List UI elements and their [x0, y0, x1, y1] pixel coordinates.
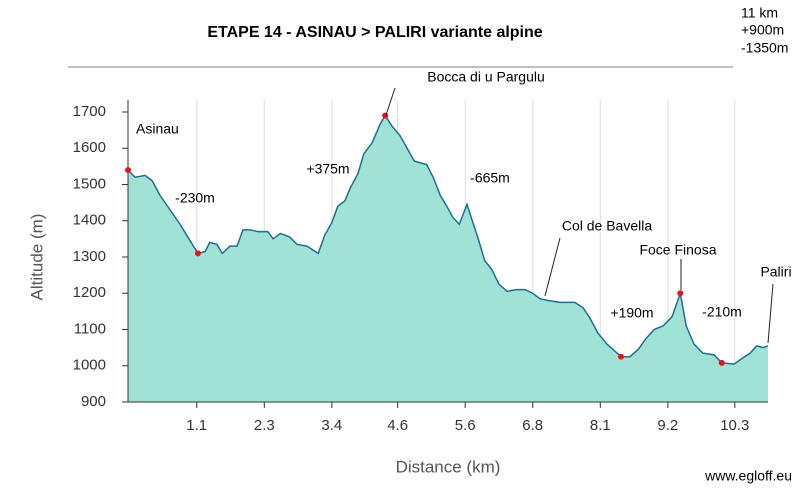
leader-line: [767, 283, 774, 344]
x-axis-title: Distance (km): [396, 457, 501, 476]
leader-line: [385, 87, 396, 116]
y-tick-label: 1000: [73, 357, 106, 374]
annotation: Foce Finosa: [639, 242, 716, 258]
waypoint: [677, 290, 684, 297]
x-tick-label: 8.1: [590, 417, 611, 434]
waypoint: [194, 250, 201, 257]
summary: -1350m: [741, 40, 788, 56]
area: [128, 115, 768, 402]
annotation: +190m: [610, 305, 653, 321]
annotation: +375m: [306, 161, 349, 177]
annotation: Col de Bavella: [562, 218, 652, 234]
x-tick-label: 10.3: [720, 417, 749, 434]
x-tick-label: 1.1: [186, 417, 207, 434]
y-tick-label: 1400: [73, 212, 106, 229]
line: [127, 114, 769, 365]
leader-line: [544, 237, 561, 297]
source: www.egloff.eu: [704, 468, 792, 484]
annotation: -665m: [470, 170, 510, 186]
x-tick-label: 2.3: [254, 417, 275, 434]
y-tick-label: 1600: [73, 139, 106, 156]
y-tick-label: 1700: [73, 103, 106, 120]
annotation: Asinau: [136, 121, 179, 137]
summary: +900m: [741, 22, 784, 38]
annotation: -210m: [702, 304, 742, 320]
y-tick-label: 1200: [73, 284, 106, 301]
waypoint: [618, 353, 625, 360]
y-tick-label: 1100: [74, 320, 106, 337]
chart-title: ETAPE 14 - ASINAU > PALIRI variante alpi…: [207, 24, 542, 41]
x-tick-label: 4.6: [387, 417, 408, 434]
x-tick-label: 6.8: [522, 417, 543, 434]
y-tick-label: 900: [81, 393, 106, 410]
waypoint: [718, 359, 725, 366]
waypoint: [382, 112, 389, 119]
waypoint: [125, 167, 131, 173]
y-axis-title: Altitude (m): [27, 214, 46, 301]
x-tick-label: 5.6: [455, 417, 476, 434]
x-tick-label: 3.4: [321, 417, 342, 434]
y-tick-label: 1300: [73, 248, 106, 265]
annotation: Paliri: [760, 264, 791, 280]
y-tick-label: 1500: [73, 175, 106, 192]
x-tick-label: 9.2: [657, 417, 678, 434]
annotation: Bocca di u Pargulu: [427, 69, 545, 85]
summary: 11 km: [741, 5, 778, 21]
annotation: -230m: [175, 190, 215, 206]
